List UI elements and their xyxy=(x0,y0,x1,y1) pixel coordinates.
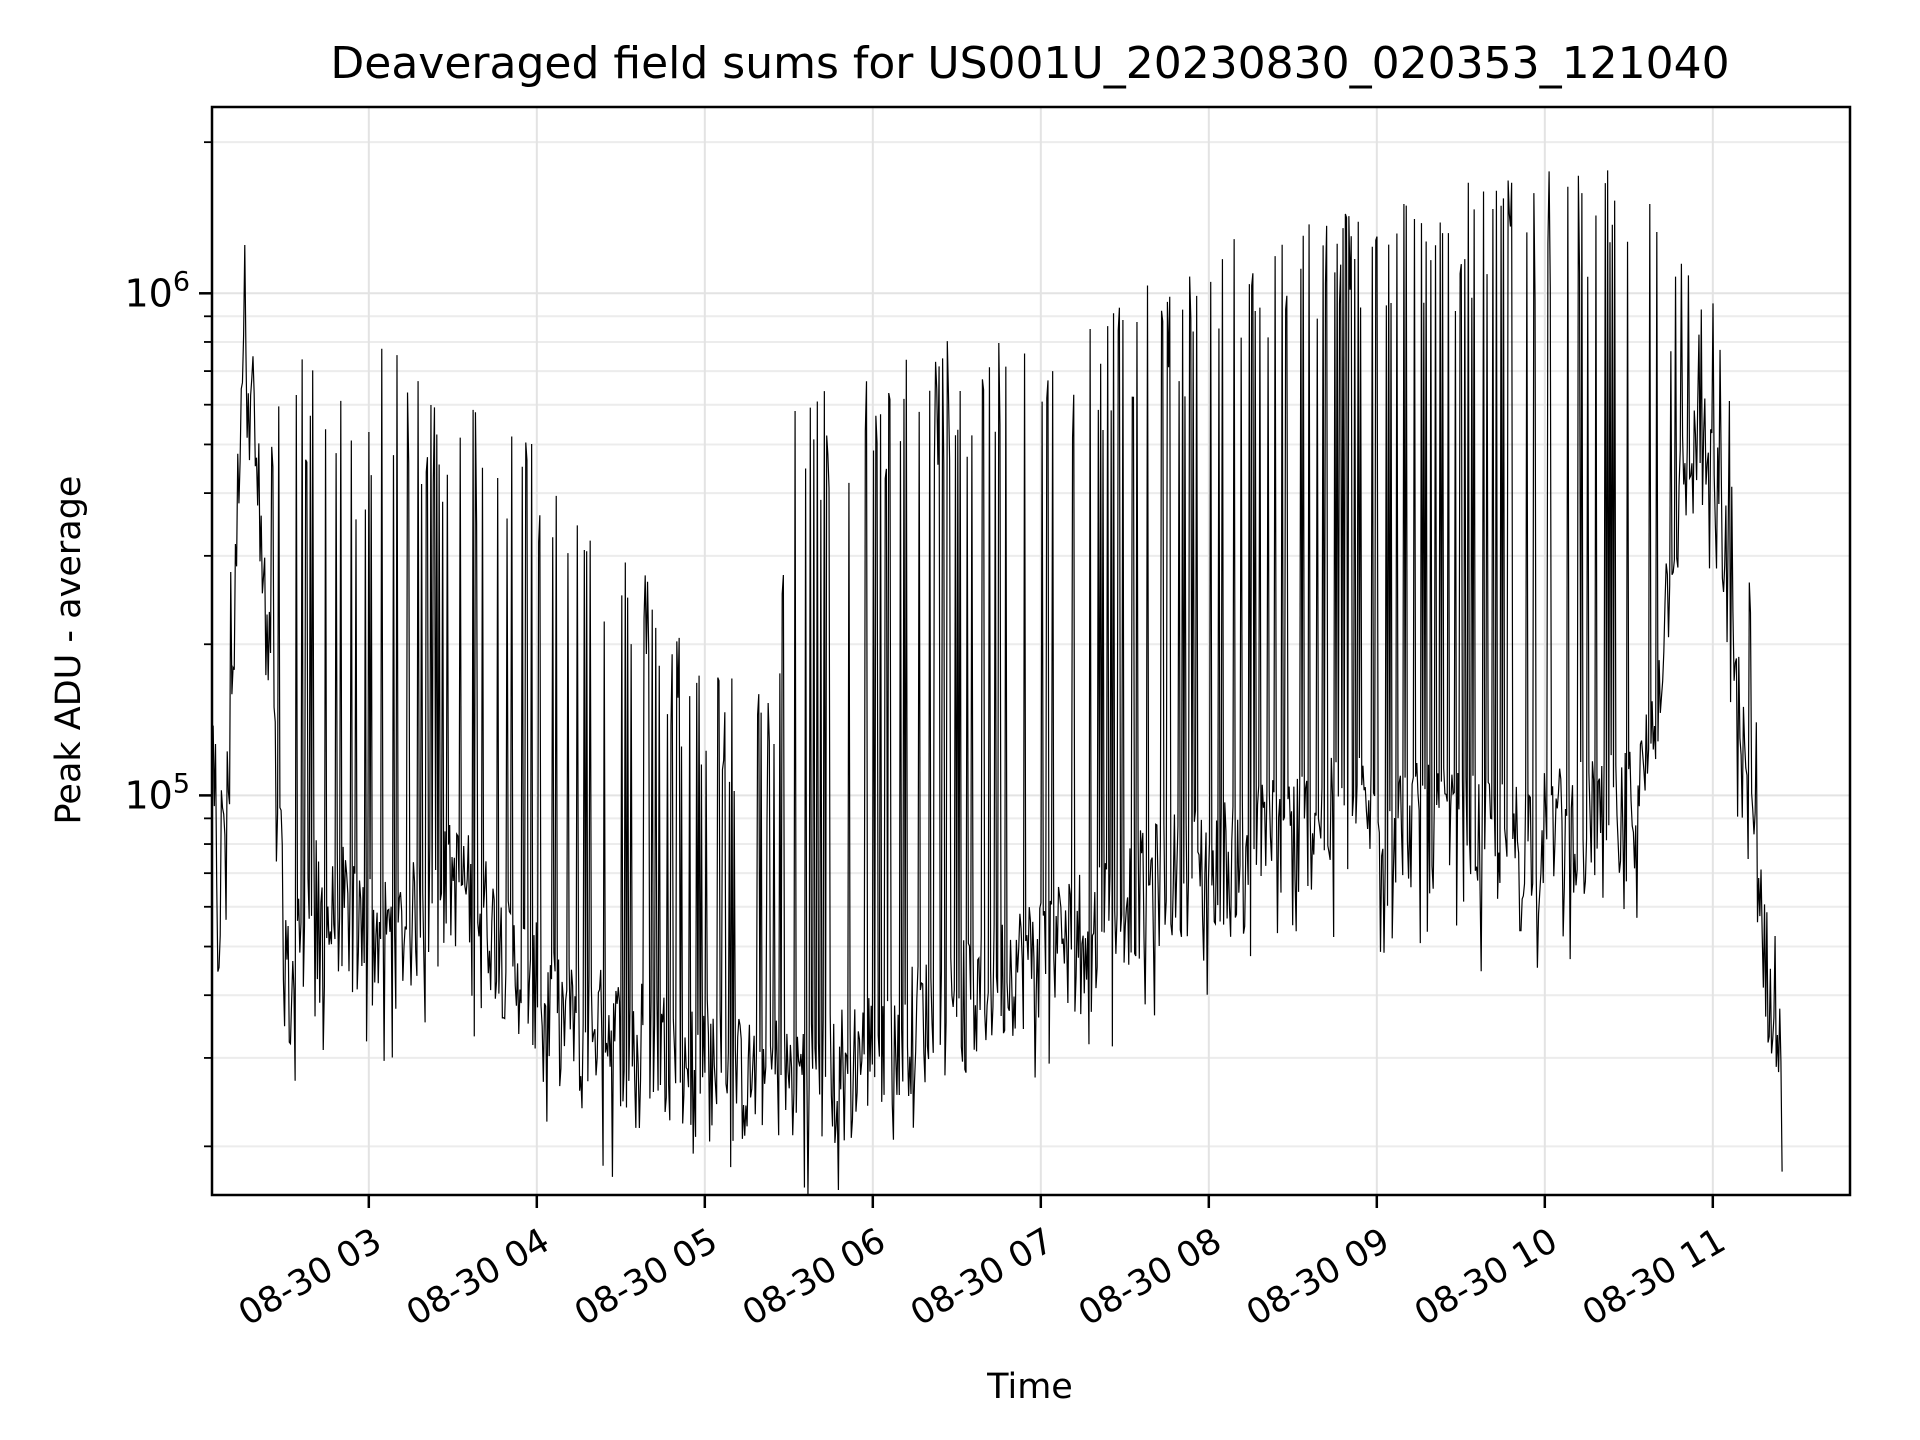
x-tick-label: 08-30 08 xyxy=(1072,1221,1228,1334)
x-tick-label: 08-30 04 xyxy=(400,1221,556,1334)
x-tick-label: 08-30 07 xyxy=(904,1221,1060,1334)
y-tick-label: 106 xyxy=(124,266,190,315)
x-axis-label: Time xyxy=(986,1367,1073,1407)
x-tick-label: 08-30 10 xyxy=(1408,1221,1564,1334)
y-axis-label: Peak ADU - average xyxy=(49,476,89,825)
axis-ticks xyxy=(199,141,1715,1208)
chart-title: Deaveraged field sums for US001U_2023083… xyxy=(330,38,1729,89)
x-tick-label: 08-30 06 xyxy=(736,1221,892,1334)
x-tick-label: 08-30 11 xyxy=(1576,1221,1732,1334)
x-tick-label: 08-30 05 xyxy=(568,1221,724,1334)
x-tick-label: 08-30 03 xyxy=(232,1221,388,1334)
y-tick-label: 105 xyxy=(124,768,190,817)
x-tick-label: 08-30 09 xyxy=(1240,1221,1396,1334)
series-line xyxy=(211,170,1783,1196)
plot-frame xyxy=(210,105,1852,1197)
